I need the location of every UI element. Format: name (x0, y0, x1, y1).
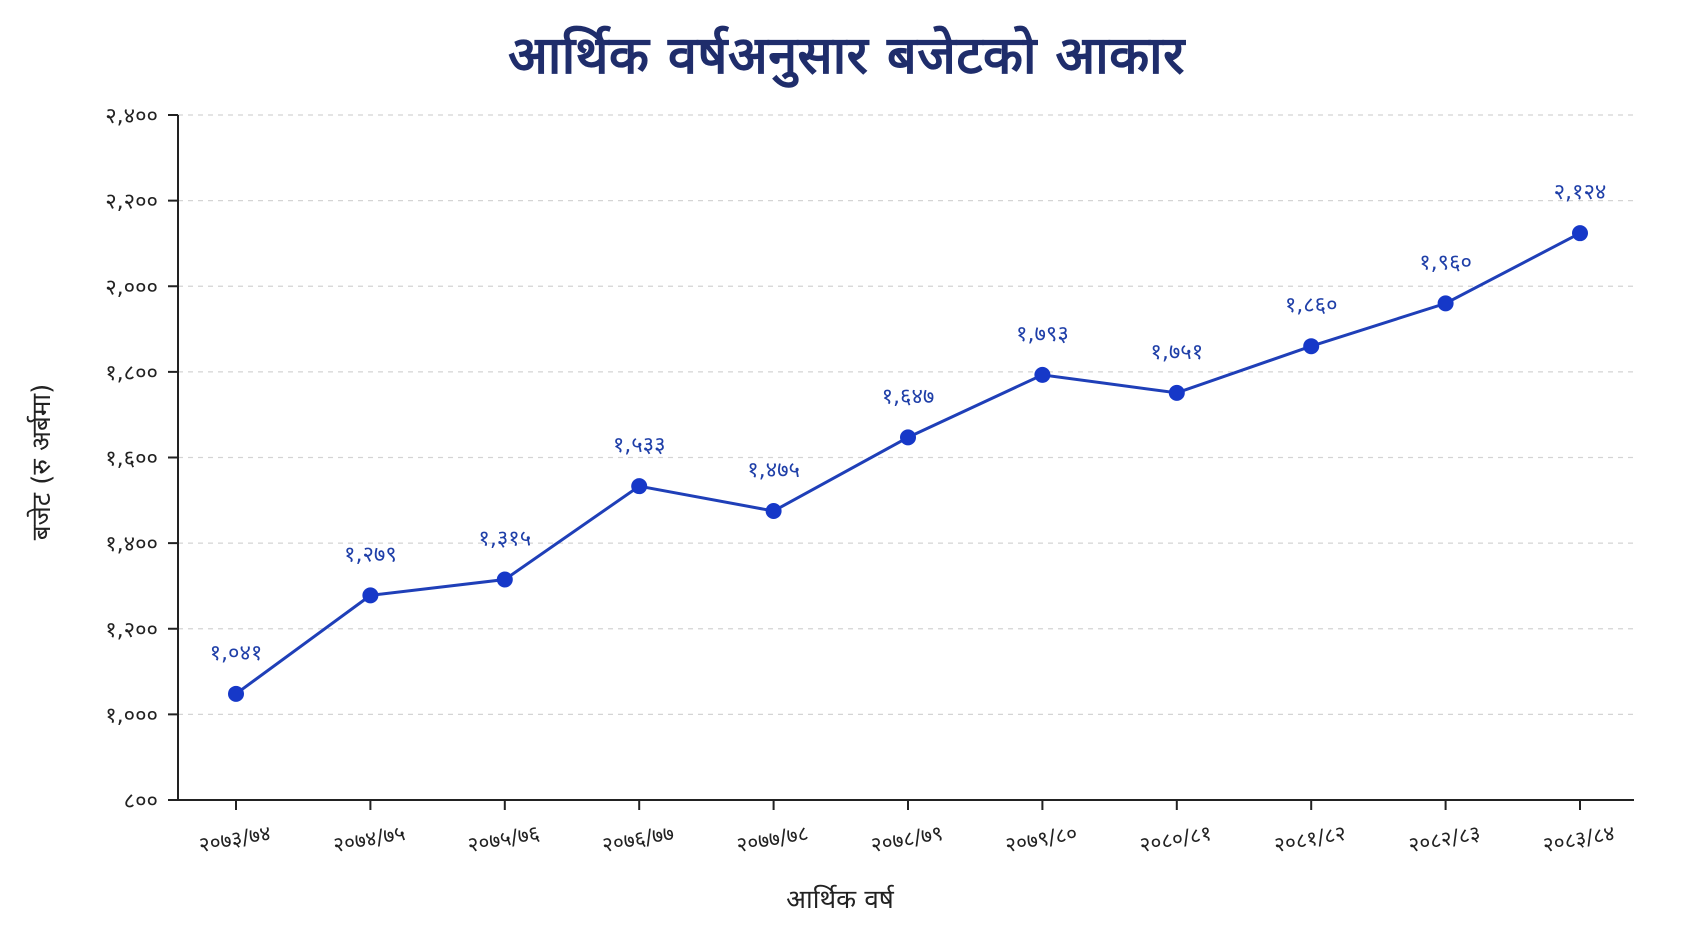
x-tick-label: २०८१/८२ (1272, 821, 1348, 857)
x-tick-label: २०७३/७४ (197, 821, 273, 857)
y-tick-label: १,२०० (105, 618, 158, 643)
data-labels: १,०४१ १,२७९ १,३१५ १,५३३ १,४७५ १,६४७ १,७९३ १,७५१… (210, 180, 1607, 666)
y-axis-label: बजेट (रु अर्बमा) (26, 384, 57, 541)
y-tick-label: २,००० (105, 275, 158, 300)
y-tick-label: १,००० (105, 703, 158, 728)
data-label: १,३१५ (478, 527, 531, 552)
data-point (1034, 366, 1051, 383)
data-point (1168, 384, 1185, 401)
data-label: १,८६० (1285, 293, 1338, 318)
x-tick-label: २०८०/८१ (1138, 821, 1214, 857)
data-point (765, 503, 782, 520)
x-tick-label: २०७५/७६ (466, 821, 542, 857)
x-axis-label: आर्थिक वर्ष (786, 884, 895, 915)
gridlines (178, 114, 1634, 715)
data-points (228, 225, 1588, 702)
series-line (235, 231, 1581, 696)
y-tick-label: १,४०० (105, 532, 158, 557)
data-point (631, 478, 648, 495)
x-tick-label: २०७९/८० (1003, 821, 1079, 857)
data-label: १,६४७ (882, 384, 935, 409)
data-label: १,०४१ (210, 641, 263, 666)
x-tick-label: २०७८/७९ (869, 821, 945, 857)
data-point (228, 685, 244, 702)
data-point (1303, 338, 1320, 355)
data-point (1437, 295, 1454, 312)
data-label: १,४७५ (747, 458, 800, 483)
data-point (362, 587, 379, 604)
chart-title: आर्थिक वर्षअनुसार बजेटको आकार (508, 26, 1185, 86)
y-tick-label: ८०० (124, 789, 158, 814)
data-label: १,७९३ (1016, 322, 1069, 347)
x-tick-labels: २०७३/७४ २०७४/७५ २०७५/७६ २०७६/७७ २०७७/७८ २०७८/… (197, 821, 1617, 857)
x-tick-label: २०७७/७८ (735, 821, 811, 857)
x-tick-label: २०८३/८४ (1541, 821, 1617, 857)
data-label: १,९६० (1419, 250, 1472, 275)
x-tick-label: २०७४/७५ (331, 821, 407, 857)
data-label: १,७५१ (1150, 340, 1203, 365)
data-point (1572, 225, 1588, 242)
y-tick-label: १,८०० (105, 361, 158, 386)
x-tick-label: २०७६/७७ (600, 821, 676, 857)
data-point (496, 571, 513, 588)
x-tick-label: २०८२/८३ (1407, 821, 1483, 857)
data-label: १,२७९ (344, 542, 397, 567)
data-label: १,५३३ (613, 433, 666, 458)
y-tick-label: १,६०० (105, 447, 158, 472)
axes (168, 114, 1634, 810)
y-tick-labels: ८०० १,००० १,२०० १,४०० १,६०० १,८०० २,००० २,२०० २,… (105, 104, 158, 814)
y-tick-label: २,४०० (105, 104, 158, 129)
data-label: २,१२४ (1554, 180, 1607, 205)
y-tick-label: २,२०० (105, 190, 158, 215)
data-point (900, 429, 916, 446)
